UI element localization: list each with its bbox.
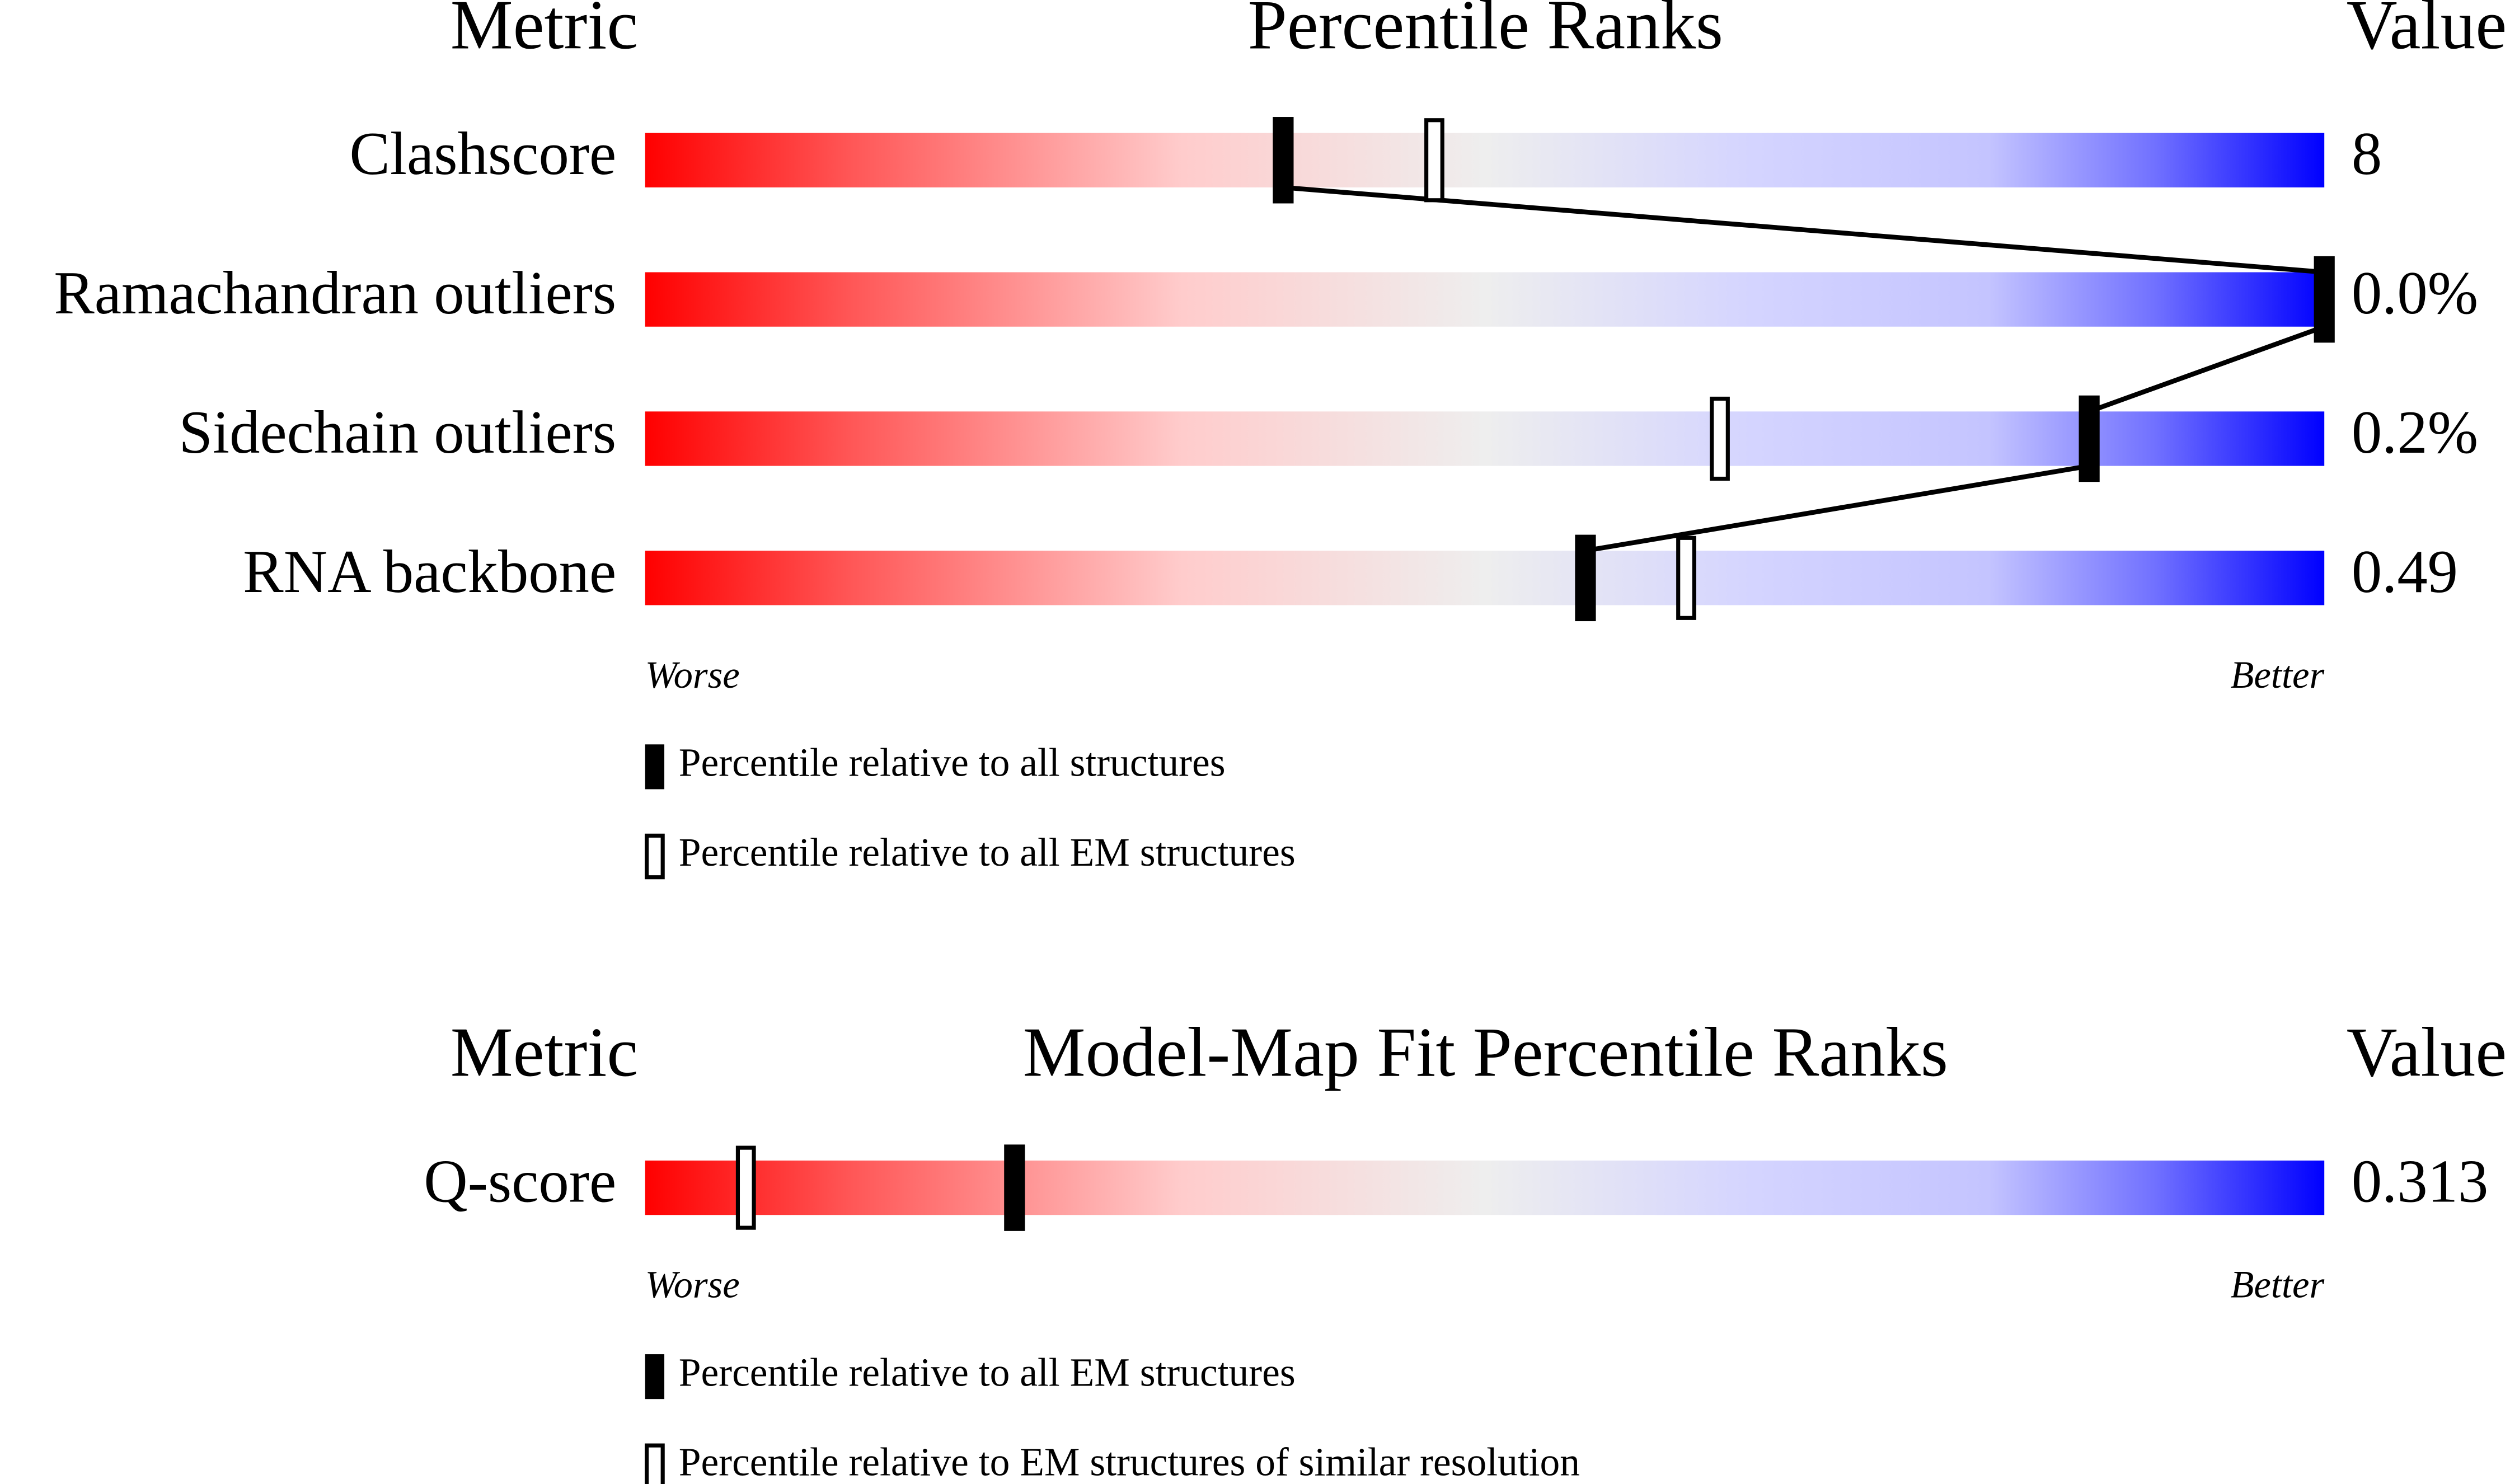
legend-label: Percentile relative to EM structures of … [679, 1440, 1580, 1484]
percentile-bar [645, 1160, 2325, 1215]
metric-value: 8 [2352, 120, 2382, 187]
worse-label: Worse [645, 1264, 740, 1306]
worse-label: Worse [645, 654, 740, 696]
header-metric: Metric [451, 1014, 638, 1092]
metric-label: Q-score [424, 1148, 616, 1215]
metric-label: Clashscore [349, 120, 616, 187]
legend-swatch [645, 744, 665, 790]
marker-filled [1575, 534, 1596, 622]
better-label: Better [2231, 1264, 2325, 1306]
header-metric: Metric [451, 0, 638, 64]
percentile-bar [645, 272, 2325, 327]
percentile-bar [645, 551, 2325, 605]
percentile-bar [645, 133, 2325, 187]
marker-open [1676, 536, 1696, 620]
marker-filled [1273, 117, 1294, 204]
marker-open [735, 1145, 756, 1230]
better-label: Better [2231, 654, 2325, 696]
marker-filled [1004, 1144, 1025, 1231]
metric-value: 0.2% [2352, 398, 2478, 466]
marker-filled [2314, 256, 2335, 343]
percentile-bar [645, 411, 2325, 466]
metric-label: Sidechain outliers [179, 398, 616, 466]
marker-open [1424, 118, 1444, 203]
connector [1283, 185, 2327, 605]
metric-value: 0.49 [2352, 538, 2458, 605]
metric-label: RNA backbone [243, 538, 616, 605]
legend-label: Percentile relative to all structures [679, 741, 1226, 785]
metric-value: 0.0% [2352, 259, 2478, 327]
metric-label: Ramachandran outliers [54, 259, 616, 327]
legend-swatch [644, 833, 665, 880]
header-value: Value [2347, 1014, 2507, 1092]
legend-label: Percentile relative to all EM structures [679, 1351, 1296, 1395]
legend-label: Percentile relative to all EM structures [679, 830, 1296, 875]
marker-open [1710, 396, 1730, 481]
legend-swatch [645, 1354, 665, 1400]
metric-value: 0.313 [2352, 1148, 2489, 1215]
header-value: Value [2347, 0, 2507, 64]
legend-swatch [644, 1443, 665, 1484]
chart-title: Model-Map Fit Percentile Ranks [1023, 1014, 1948, 1092]
marker-filled [2079, 395, 2100, 482]
chart-title: Percentile Ranks [1248, 0, 1723, 64]
